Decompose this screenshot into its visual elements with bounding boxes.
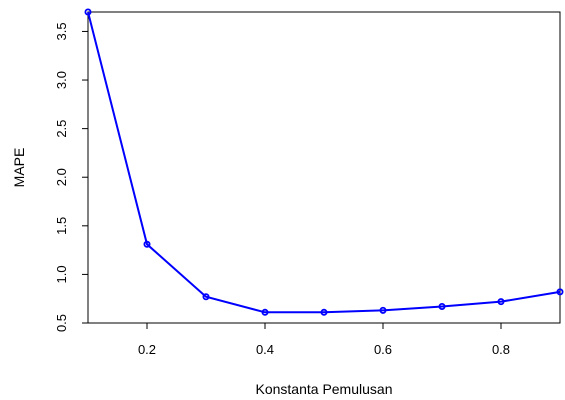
data-point bbox=[143, 240, 151, 248]
y-tick-label: 2.5 bbox=[54, 120, 69, 138]
data-point bbox=[379, 306, 387, 314]
data-point bbox=[320, 308, 328, 316]
y-tick-label: 3.5 bbox=[54, 22, 69, 40]
y-tick-label: 2.0 bbox=[54, 168, 69, 186]
x-tick-label: 0.2 bbox=[138, 342, 156, 357]
data-point bbox=[556, 288, 564, 296]
series-layer bbox=[84, 8, 564, 316]
data-point bbox=[261, 308, 269, 316]
y-tick-label: 1.5 bbox=[54, 217, 69, 235]
data-point bbox=[202, 293, 210, 301]
x-tick-label: 0.8 bbox=[492, 342, 510, 357]
plot-frame bbox=[87, 11, 561, 324]
data-point bbox=[497, 298, 505, 306]
y-axis-title: MAPE bbox=[11, 148, 27, 188]
data-point bbox=[438, 302, 446, 310]
x-axis-title: Konstanta Pemulusan bbox=[256, 381, 393, 397]
y-tick-label: 3.0 bbox=[54, 71, 69, 89]
series-line bbox=[87, 11, 561, 314]
y-axis-ticks: 0.5 1.0 1.5 2.0 2.5 3.0 3.5 bbox=[54, 22, 88, 332]
y-tick-label: 0.5 bbox=[54, 314, 69, 332]
x-tick-label: 0.4 bbox=[256, 342, 274, 357]
y-tick-label: 1.0 bbox=[54, 265, 69, 283]
x-axis-ticks: 0.2 0.4 0.6 0.8 bbox=[138, 323, 510, 357]
x-tick-label: 0.6 bbox=[374, 342, 392, 357]
data-point bbox=[84, 8, 92, 16]
